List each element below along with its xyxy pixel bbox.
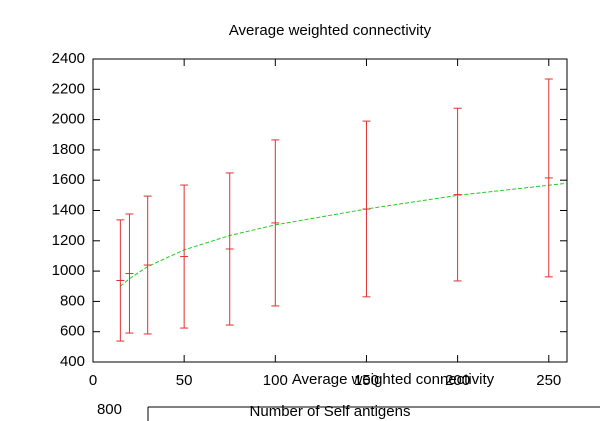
x-tick-label: 250 (536, 372, 561, 389)
y-tick-label: 1000 (52, 262, 85, 279)
chart-title: Average weighted connectivity (229, 22, 432, 39)
x-tick-label: 150 (354, 372, 379, 389)
y-tick-label: 1600 (52, 171, 85, 188)
y-tick-label: 600 (60, 323, 85, 340)
overlap-title: Average weighted connectivity (292, 371, 495, 388)
y-tick-label: 400 (60, 353, 85, 370)
x-tick-label: 0 (89, 372, 97, 389)
y-tick-label: 1400 (52, 201, 85, 218)
y-tick-label: 2000 (52, 111, 85, 128)
y-tick-label: 2400 (52, 50, 85, 67)
x-tick-label: 200 (445, 372, 470, 389)
x-tick-label: 100 (263, 372, 288, 389)
y-tick-label: 1800 (52, 141, 85, 158)
fit-line (120, 182, 568, 287)
overlap-tick-label: 800 (97, 401, 122, 418)
y-tick-label: 2200 (52, 80, 85, 97)
y-tick-label: 800 (60, 292, 85, 309)
y-tick-label: 1200 (52, 232, 85, 249)
x-axis-label: Number of Self antigens (250, 403, 411, 420)
plot-frame (92, 58, 568, 363)
x-tick-label: 50 (176, 372, 193, 389)
